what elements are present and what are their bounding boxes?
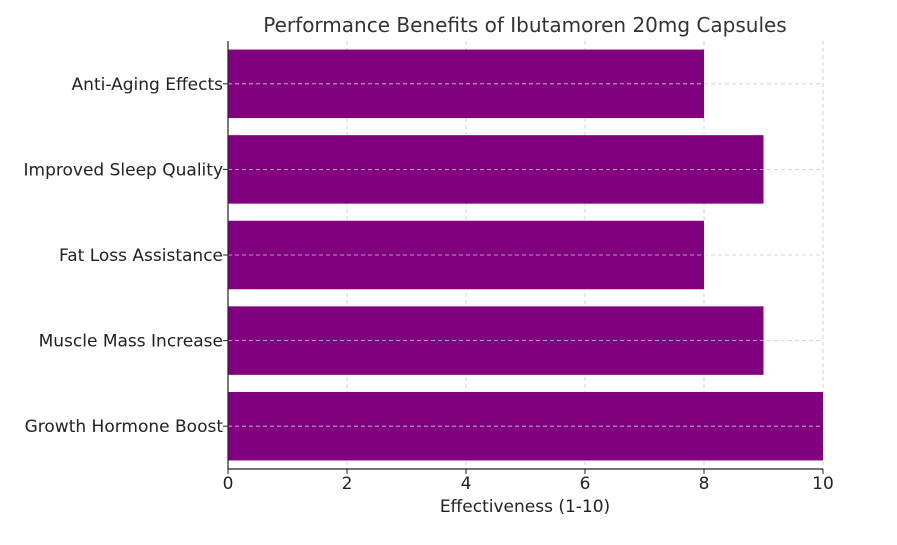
category-label: Anti-Aging Effects (72, 75, 224, 95)
hgrid-layer (228, 83, 823, 427)
x-tick-label: 2 (342, 474, 353, 494)
chart-title: Performance Benefits of Ibutamoren 20mg … (263, 13, 786, 37)
x-tick-label: 10 (812, 474, 834, 494)
category-label: Improved Sleep Quality (24, 160, 223, 180)
category-labels: Growth Hormone Boost Muscle Mass Increase… (24, 75, 224, 437)
category-label: Fat Loss Assistance (59, 246, 223, 266)
ticks-layer: 0 2 4 6 8 10 (223, 83, 834, 494)
x-tick-label: 4 (461, 474, 472, 494)
x-axis-label: Effectiveness (1-10) (440, 497, 610, 517)
x-tick-label: 6 (580, 474, 591, 494)
x-tick-label: 0 (223, 474, 234, 494)
x-tick-label: 8 (699, 474, 710, 494)
category-label: Muscle Mass Increase (39, 332, 223, 352)
category-label: Growth Hormone Boost (25, 417, 224, 437)
